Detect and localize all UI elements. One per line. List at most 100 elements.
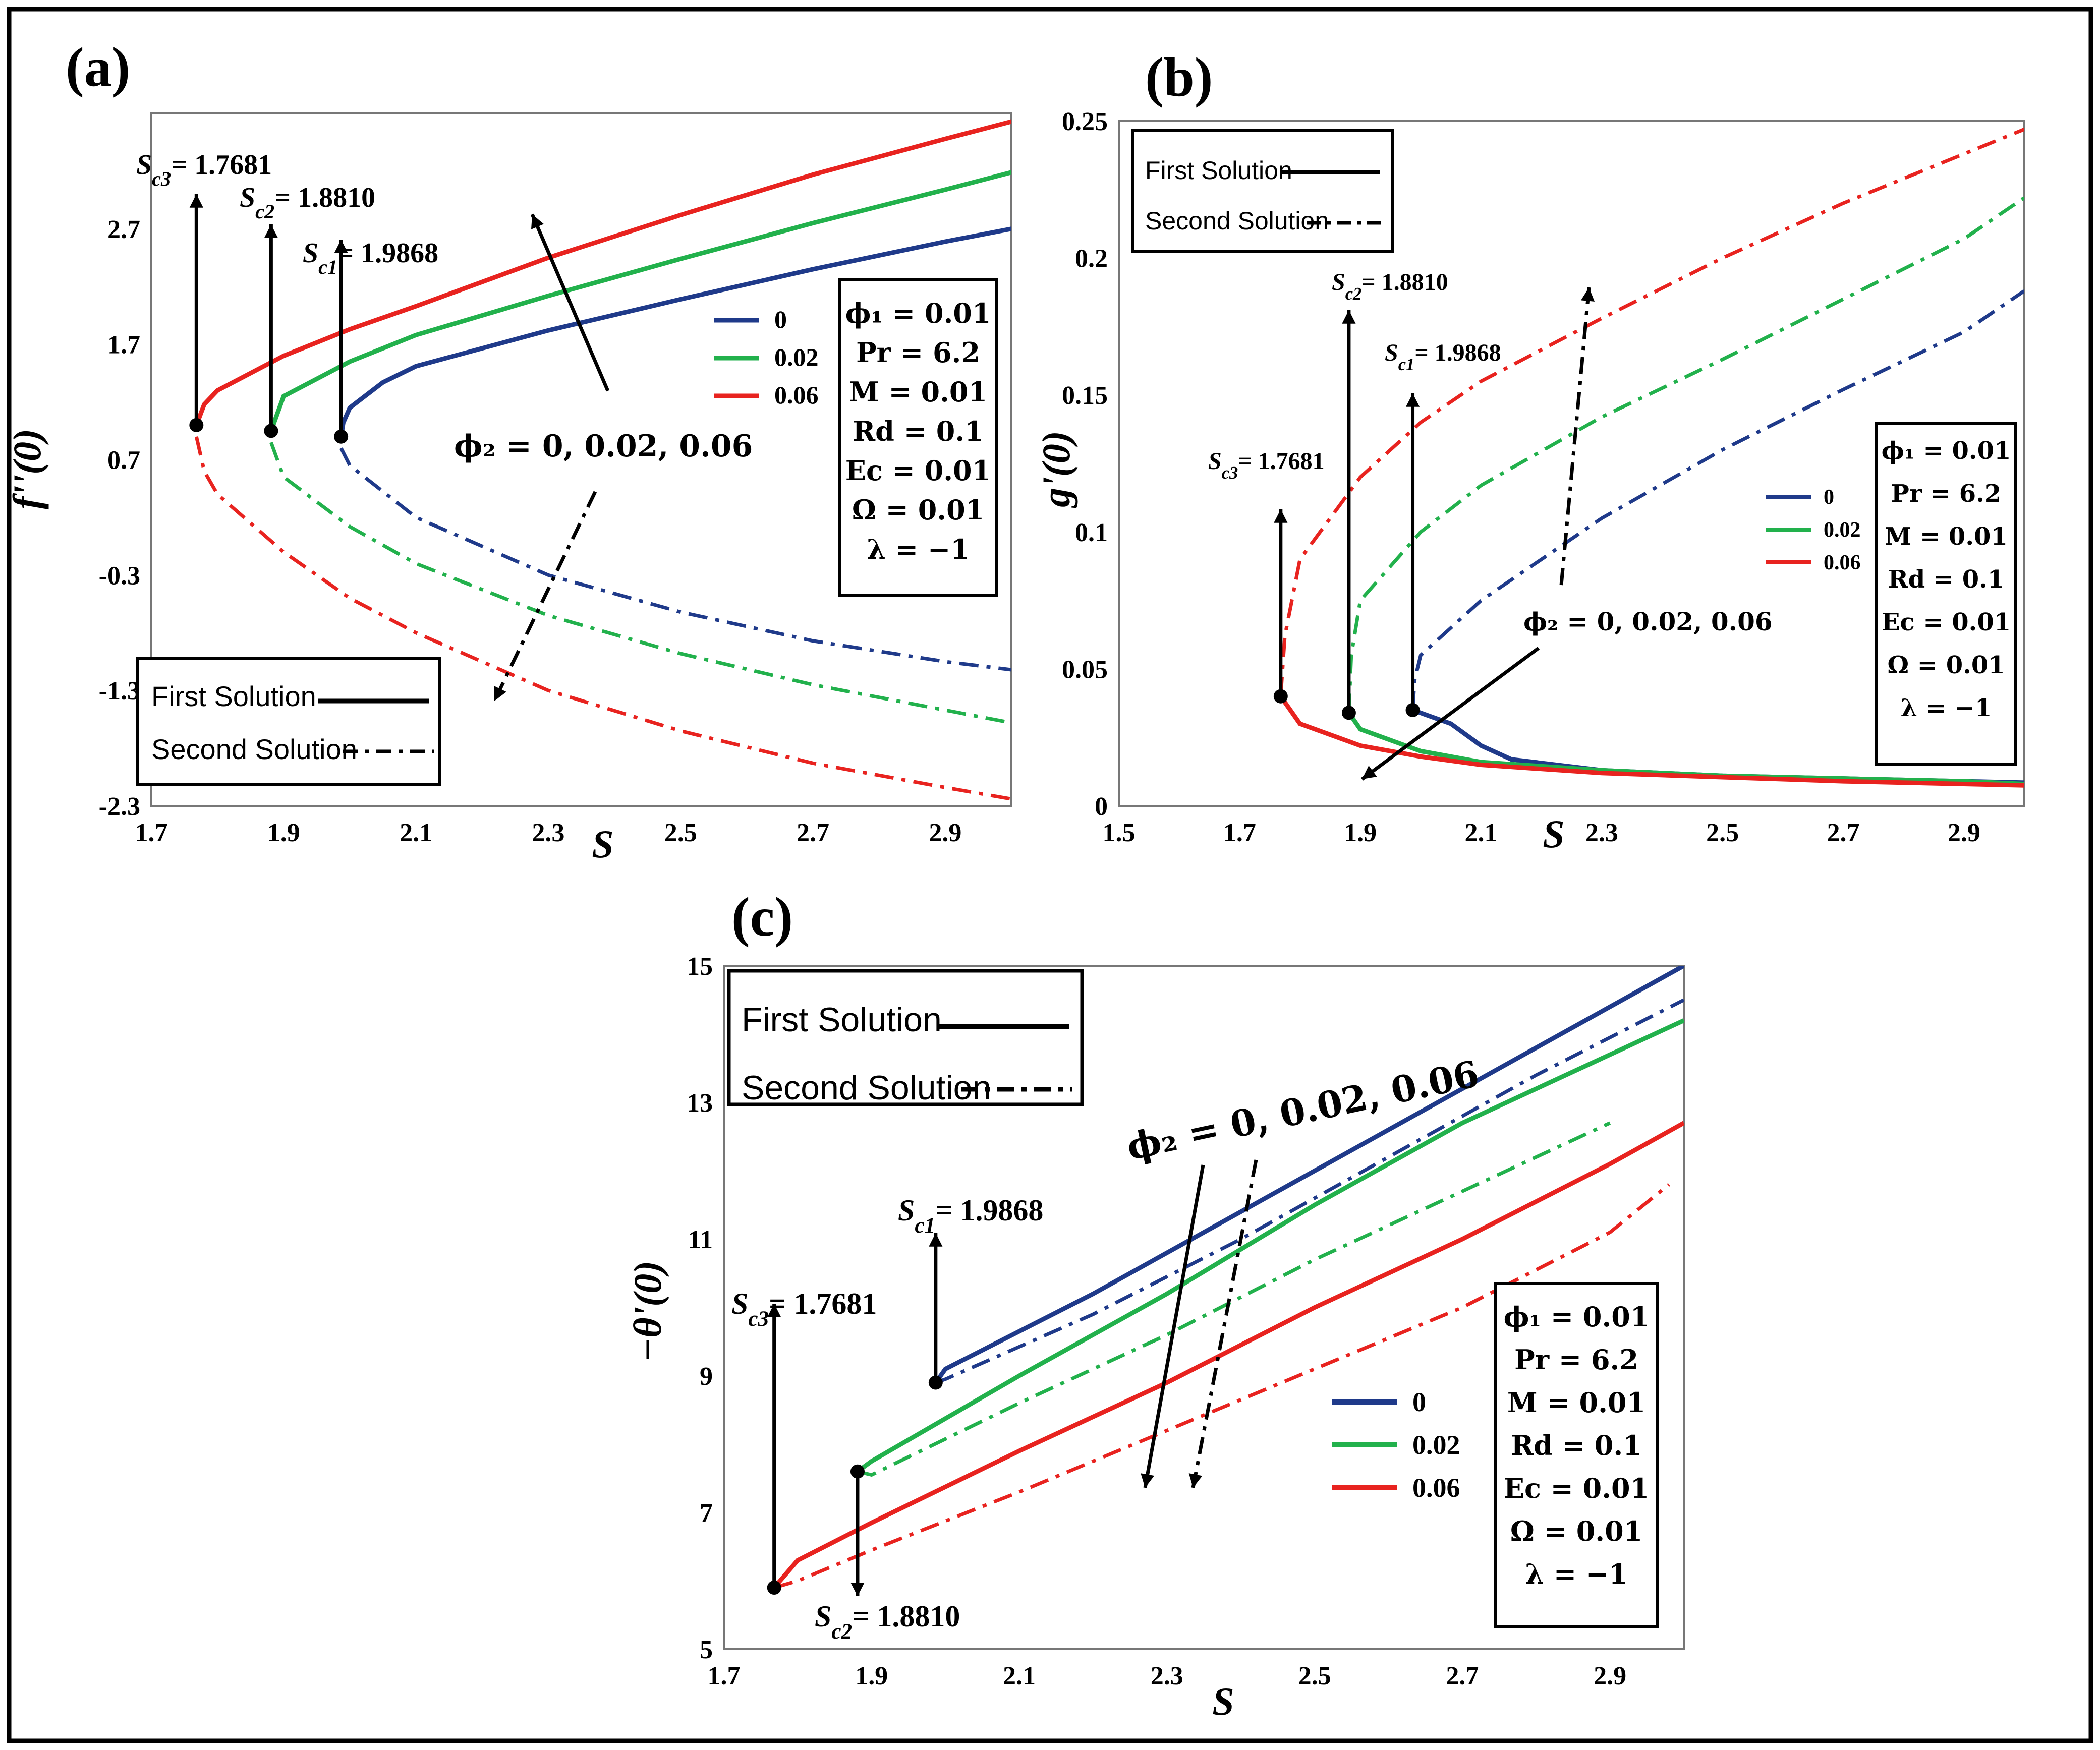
critical-point-label: Sc1= 1.9868 <box>1385 339 1501 374</box>
y-axis-label: f''(0) <box>5 429 49 509</box>
series-0.06-second-solution <box>194 436 1011 801</box>
critical-arrow-c3-head <box>767 1304 781 1317</box>
series-0.02-second-solution <box>1347 196 2024 713</box>
annotations-b: Sc3= 1.7681 Sc2= 1.8810 Sc1= 1.9868 ϕ₂ = 0,… <box>1131 129 2017 781</box>
x-tick-label: 2.9 <box>1594 1662 1626 1690</box>
plot-area-frame <box>723 965 1685 1650</box>
critical-arrow-c1-head <box>1405 393 1420 407</box>
y-tick-label: -1.3 <box>99 677 140 706</box>
outer-frame <box>7 7 2093 1743</box>
chart-panel-a: 1.7 1.9 2.1 2.3 2.5 2.7 2.9 2.7 1.7 0.7 -0.3 -1.3 -2… <box>5 36 1012 866</box>
phi2-arrow-second <box>1191 1159 1258 1488</box>
series-0-first-solution <box>338 226 1011 437</box>
parameter-line: Ec = 0.01 <box>1882 608 2011 636</box>
legend-second-solution: Second Solution <box>742 1069 991 1107</box>
critical-arrow-c2-head <box>264 224 278 238</box>
critical-point-label: Sc1= 1.9868 <box>303 238 438 278</box>
parameter-line: λ = −1 <box>867 533 970 565</box>
phi2-arrow-first <box>1360 647 1540 781</box>
y-tick-label: 15 <box>687 952 713 981</box>
parameter-box: ϕ₁ = 0.01 Pr = 6.2 M = 0.01 Rd = 0.1 Ec = 0.… <box>1494 1282 1659 1628</box>
y-tick-label: 13 <box>687 1089 713 1118</box>
x-tick-label: 1.9 <box>267 819 300 847</box>
legend-label-0: 0 <box>774 305 787 333</box>
y-tick-label: 7 <box>700 1499 713 1528</box>
critical-point-label: Sc3= 1.7681 <box>731 1287 877 1331</box>
panel-label: (b) <box>1145 46 1213 108</box>
chart-panel-b: 1.5 1.7 1.9 2.1 2.3 2.5 2.7 2.9 0.25 0.2 0.15 0.1 0.… <box>1034 46 2025 856</box>
parameter-line: Pr = 6.2 <box>856 336 980 369</box>
parameter-line: Ec = 0.01 <box>1504 1472 1649 1504</box>
y-tick-label: 11 <box>688 1226 713 1254</box>
y-axis-label: g'(0) <box>1034 431 1078 508</box>
x-tick-label: 1.7 <box>708 1662 741 1690</box>
legend-first-solution: First Solution <box>1145 156 1292 185</box>
y-tick-label: 2.7 <box>107 215 140 244</box>
x-tick-label: 2.3 <box>1585 819 1618 847</box>
series-0.06-first-solution <box>194 119 1011 426</box>
legend-label-0.02: 0.02 <box>774 343 819 371</box>
series-0.02-first-solution <box>1347 711 2024 787</box>
parameter-line: M = 0.01 <box>1885 522 2008 551</box>
series-0.02-second-solution <box>857 1121 1611 1477</box>
parameter-line: ϕ₁ = 0.01 <box>1882 437 2011 465</box>
legend-second-solution: Second Solution <box>151 733 357 765</box>
parameter-line: Ω = 0.01 <box>1887 651 2005 679</box>
y-tick-label: 0.25 <box>1062 107 1108 136</box>
parameter-line: Pr = 6.2 <box>1891 480 2002 508</box>
y-tick-label: 9 <box>700 1362 713 1391</box>
x-tick-label: 2.9 <box>1948 819 1980 847</box>
x-tick-label: 2.3 <box>1151 1662 1183 1690</box>
phi2-arrow-first-head <box>1362 766 1377 779</box>
critical-arrow-c3-head <box>1274 509 1288 523</box>
x-tick-label: 2.5 <box>664 819 697 847</box>
parameter-line: ϕ₁ = 0.01 <box>845 297 991 329</box>
x-tick-label: 2.1 <box>1465 819 1498 847</box>
series-0-second-solution <box>935 998 1684 1384</box>
x-tick-label: 2.1 <box>400 819 432 847</box>
series-legend: 0 0.02 0.06 <box>1332 1387 1460 1503</box>
parameter-line: Rd = 0.1 <box>1888 565 2005 594</box>
legend-first-solution: First Solution <box>151 680 316 712</box>
series-0.06-first-solution <box>1279 695 2024 788</box>
y-tick-label: 0.7 <box>107 446 140 475</box>
critical-point-label: Sc3= 1.7681 <box>1208 448 1325 483</box>
series-0.06-second-solution <box>773 1183 1670 1590</box>
y-tick-label: 0.1 <box>1075 518 1108 547</box>
legend-label-0.02: 0.02 <box>1412 1430 1460 1460</box>
solution-legend-frame <box>136 657 441 786</box>
series-0.02-first-solution <box>269 170 1011 432</box>
phi2-arrow-second-head <box>494 686 506 701</box>
parameter-line: Rd = 0.1 <box>853 415 983 447</box>
x-tick-label: 2.7 <box>1446 1662 1479 1690</box>
series-legend: 0 0.02 0.06 <box>1766 486 1861 574</box>
phi2-arrow-first <box>1143 1164 1205 1488</box>
parameter-line: Ω = 0.01 <box>852 494 984 526</box>
phi2-arrow-second <box>1559 287 1591 586</box>
parameter-line: Pr = 6.2 <box>1514 1344 1638 1376</box>
critical-point-label: Sc2= 1.8810 <box>240 182 375 223</box>
solution-legend: First Solution Second Solution <box>727 969 1084 1107</box>
parameter-line: λ = −1 <box>1525 1558 1628 1590</box>
x-tick-label: 1.7 <box>135 819 168 847</box>
x-axis-label: S <box>592 822 613 866</box>
x-tick-label: 2.3 <box>532 819 564 847</box>
parameter-line: λ = −1 <box>1901 694 1992 722</box>
y-tick-label: 0.2 <box>1075 245 1108 273</box>
parameter-box: ϕ₁ = 0.01 Pr = 6.2 M = 0.01 Rd = 0.1 Ec = 0.… <box>1875 422 2017 766</box>
parameter-line: M = 0.01 <box>1507 1386 1645 1419</box>
x-tick-label: 2.5 <box>1706 819 1739 847</box>
parameter-box-frame <box>1875 422 2017 766</box>
legend-label-0.06: 0.06 <box>1412 1473 1460 1503</box>
x-tick-label: 2.7 <box>1827 819 1860 847</box>
series-0-second-solution <box>1411 289 2024 711</box>
parameter-line: Ec = 0.01 <box>845 454 991 487</box>
panel-label: (a) <box>66 36 130 98</box>
phi2-arrow-second <box>492 491 597 702</box>
y-tick-label: 0.15 <box>1062 381 1108 410</box>
parameter-line: Rd = 0.1 <box>1511 1429 1641 1462</box>
legend-label-0.06: 0.06 <box>1824 551 1861 574</box>
critical-arrow-c1-head <box>334 240 348 253</box>
